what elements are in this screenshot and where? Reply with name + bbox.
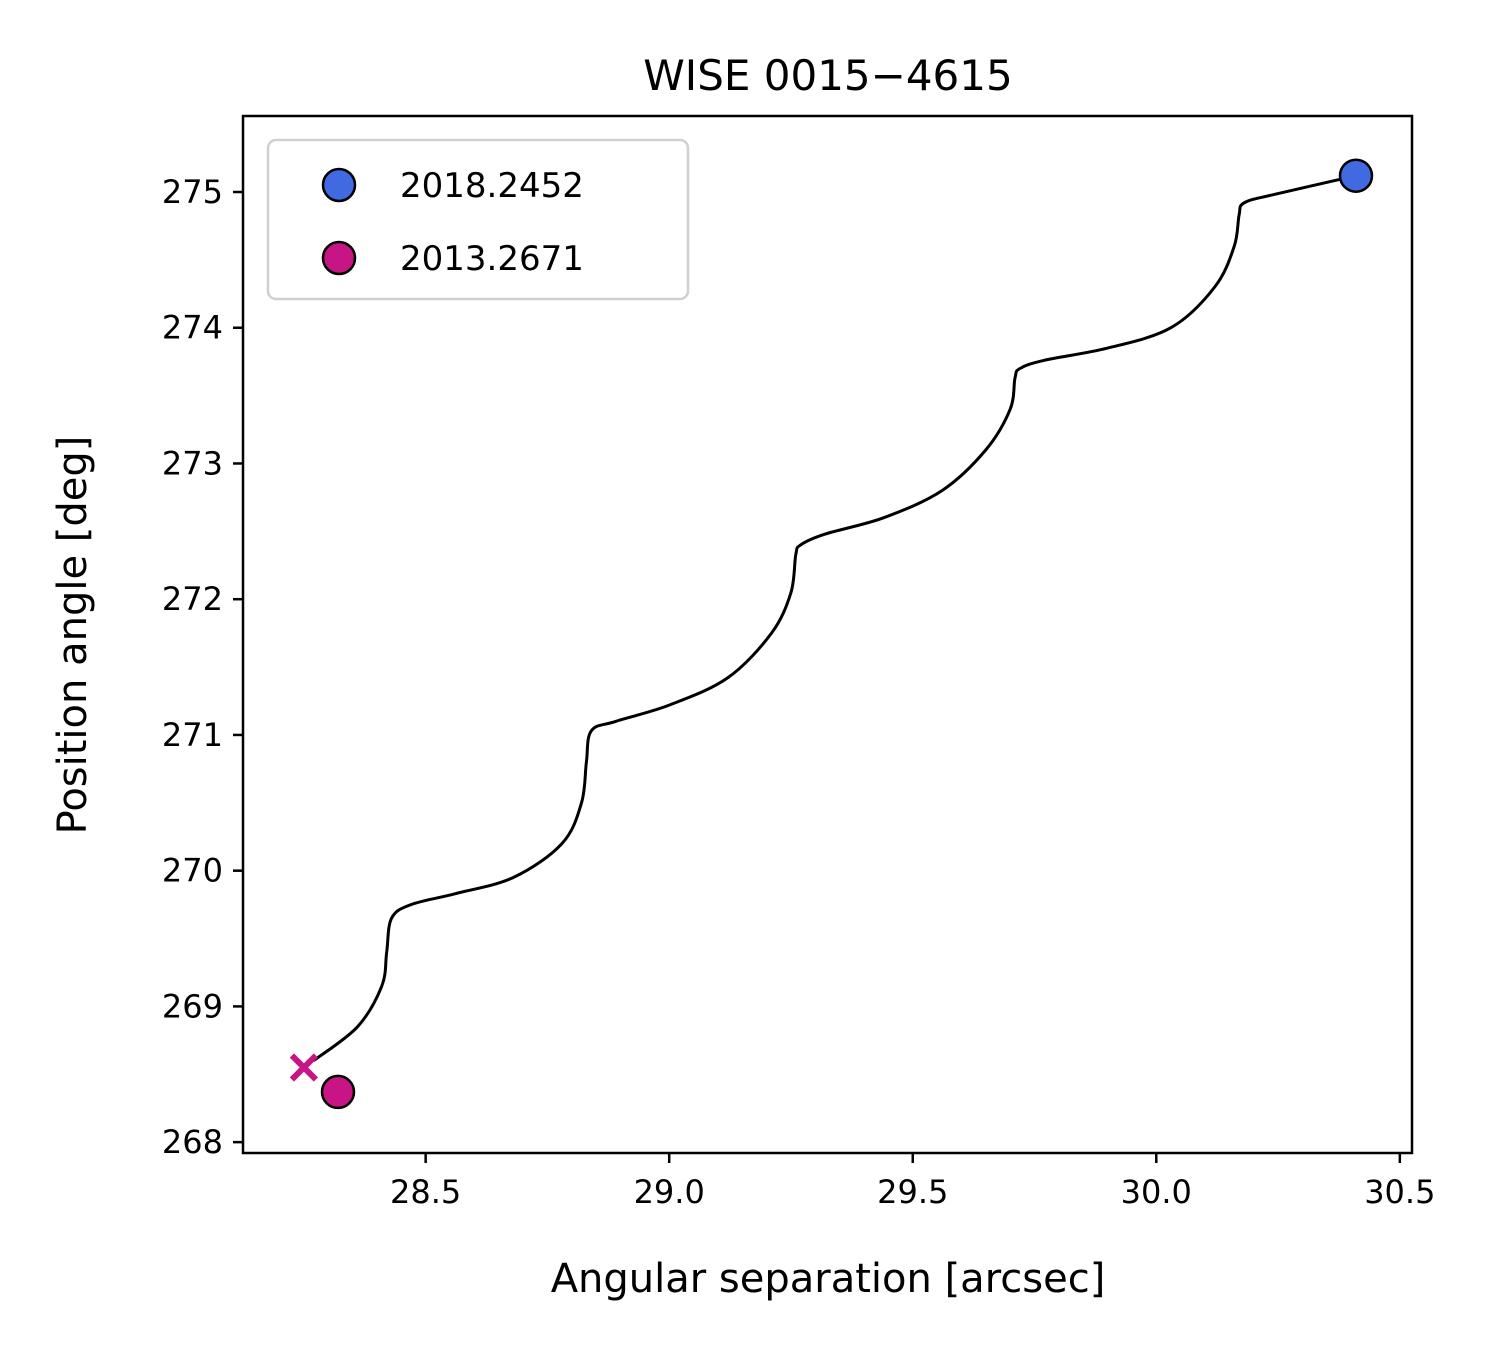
y-axis-label: Position angle [deg] [50,436,96,835]
y-tick-label: 269 [162,987,223,1025]
x-tick-label: 29.0 [634,1173,705,1211]
y-tick-label: 271 [162,716,223,754]
x-tick-label: 28.5 [390,1173,461,1211]
legend-marker [321,167,357,203]
y-tick-label: 273 [162,444,223,482]
x-tick-label: 30.5 [1364,1173,1435,1211]
data-points [289,158,1374,1110]
y-tick-label: 275 [162,173,223,211]
proper-motion-track [312,174,1357,1062]
y-axis-ticks: 268 269 270 271 272 273 274 275 [162,173,243,1161]
legend-frame [266,138,690,301]
plot-frame [241,114,1414,1155]
legend-marker [321,240,357,276]
legend-label: 2018.2452 [400,166,584,206]
legend-label: 2013.2671 [400,239,584,279]
x-axis-ticks: 28.5 29.0 29.5 30.0 30.5 [390,1153,1435,1211]
y-tick-label: 268 [162,1123,223,1161]
y-tick-label: 272 [162,580,223,618]
y-tick-label: 274 [162,309,223,347]
x-tick-label: 29.5 [877,1173,948,1211]
x-axis-label: Angular separation [arcsec] [551,1256,1106,1302]
chart-title: WISE 0015−4615 [643,51,1012,100]
legend: 2018.2452 2013.2671 [266,138,690,301]
data-point-2018.2452 [1338,158,1374,193]
x-tick-label: 30.0 [1121,1173,1192,1211]
y-tick-label: 270 [162,852,223,890]
data-point-2013.2671 [320,1074,356,1110]
x-marker [289,1053,319,1082]
